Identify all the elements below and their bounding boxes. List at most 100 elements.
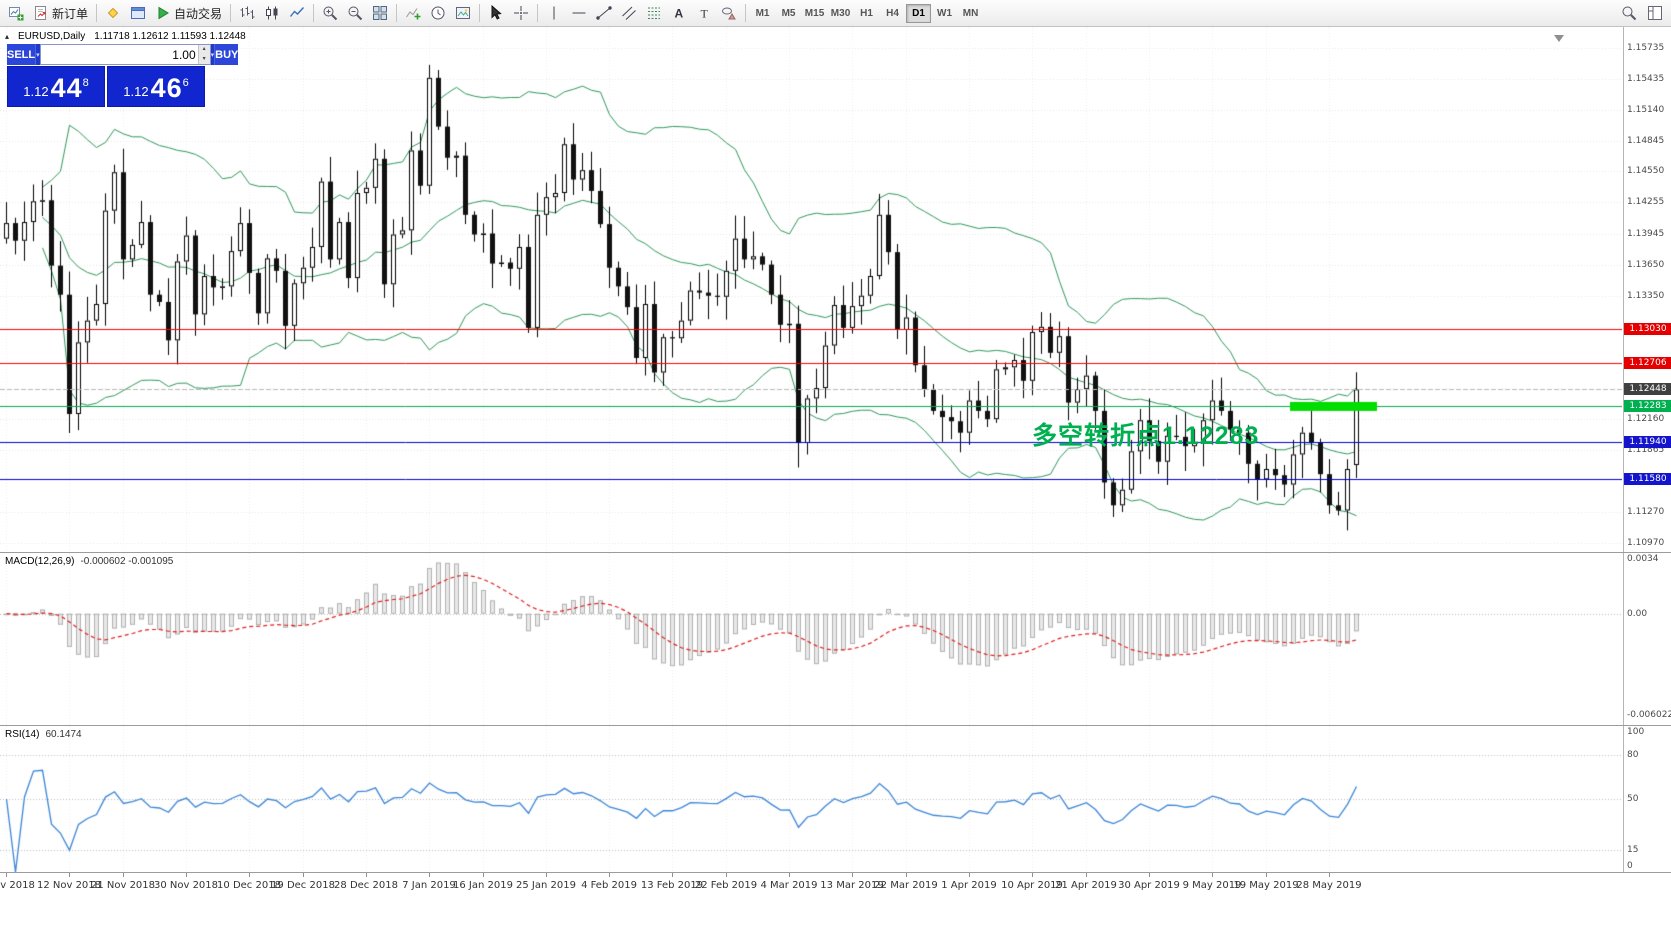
toolbar-new-chart-button[interactable] [4, 2, 28, 24]
time-tick [1266, 873, 1267, 877]
bottom-filler [0, 896, 1671, 952]
volume-input[interactable] [40, 45, 198, 64]
macd-canvas[interactable] [0, 553, 1622, 725]
chart-ohlc-values: 1.11718 1.12612 1.11593 1.12448 [94, 31, 246, 42]
buy-price-button[interactable]: 1.12 46 6 [107, 66, 205, 107]
scale-tick: 1.11865 [1627, 444, 1665, 455]
toolbar-text-button[interactable]: A [667, 2, 691, 24]
scale-tick: 1.15435 [1627, 74, 1665, 85]
time-tick [249, 873, 250, 877]
time-tick [366, 873, 367, 877]
toolbar-separator [96, 4, 98, 22]
timeframe-m15-button[interactable]: M15 [804, 7, 825, 19]
time-label: 7 Jan 2019 [402, 880, 456, 891]
scale-tick: 1.14550 [1627, 166, 1665, 177]
toolbar-hline-button[interactable] [567, 2, 591, 24]
toolbar-templates-button[interactable] [451, 2, 475, 24]
volume-up-icon[interactable]: ▴ [202, 46, 206, 52]
buy-dropdown-icon[interactable]: ▾ [210, 44, 216, 65]
time-tick [672, 873, 673, 877]
time-label: 9 May 2019 [1182, 880, 1242, 891]
main-chart-canvas[interactable] [0, 27, 1622, 552]
toolbar-candles-button[interactable] [260, 2, 284, 24]
toolbar-autotrade-button[interactable]: 自动交易 [151, 2, 226, 24]
time-tick [1212, 873, 1213, 877]
time-label: 16 Jan 2019 [453, 880, 513, 891]
toolbar-crosshair-button[interactable] [509, 2, 533, 24]
time-tick [6, 873, 7, 877]
time-tick [726, 873, 727, 877]
time-tick [429, 873, 430, 877]
scale-tick: 15 [1627, 845, 1639, 856]
scale-tick: -0.006022 [1627, 710, 1671, 721]
toolbar-zoom-out-button[interactable] [343, 2, 367, 24]
toolbar-periods-button[interactable] [426, 2, 450, 24]
time-tick [186, 873, 187, 877]
macd-values: -0.000602 -0.001095 [80, 556, 174, 567]
timeframe-w1-button[interactable]: W1 [937, 7, 953, 19]
toolbar-zoom-in-button[interactable] [318, 2, 342, 24]
toolbar-bars-button[interactable] [235, 2, 259, 24]
toolbar-right-group [1617, 2, 1667, 24]
toolbar-metaquotes-button[interactable] [101, 2, 125, 24]
toolbar-tile-button[interactable] [368, 2, 392, 24]
timeframe-h1-button[interactable]: H1 [860, 7, 873, 19]
chart-annotation-text: 多空转折点1.12283 [1032, 421, 1260, 450]
toolbar-trendline-button[interactable] [592, 2, 616, 24]
toolbar-label-button[interactable]: T [692, 2, 716, 24]
time-label: 4 Mar 2019 [760, 880, 818, 891]
macd-scale: 0.0034 0.00 -0.006022 [1623, 553, 1671, 725]
timeframe-m30-button[interactable]: M30 [830, 7, 851, 19]
sell-dropdown-icon[interactable]: ▾ [35, 44, 40, 65]
toolbar-separator [745, 4, 747, 22]
chart-symbol-period: EURUSD,Daily [18, 31, 86, 42]
time-label: 21 Nov 2018 [90, 880, 156, 891]
time-label: 1 Apr 2019 [941, 880, 997, 891]
buy-button[interactable]: BUY [215, 44, 239, 65]
toolbar-new-order-button[interactable]: 新订单 [29, 2, 92, 24]
toolbar-search-button[interactable] [1617, 2, 1641, 24]
sell-button[interactable]: SELL [7, 44, 36, 65]
toolbar-indicators-button[interactable] [401, 2, 425, 24]
time-label: 13 Mar 2019 [820, 880, 884, 891]
timeframe-m1-button[interactable]: M1 [755, 7, 770, 19]
toolbar-fibo-button[interactable] [642, 2, 666, 24]
timeframe-d1-button[interactable]: D1 [906, 3, 932, 23]
time-label: 1 Nov 2018 [0, 880, 35, 891]
toolbar-cursor-button[interactable] [484, 2, 508, 24]
svg-text:T: T [701, 7, 709, 21]
toolbar-layout-button[interactable] [1643, 2, 1667, 24]
svg-text:A: A [675, 7, 684, 21]
toolbar-separator [313, 4, 315, 22]
time-label: 28 May 2019 [1296, 880, 1362, 891]
toolbar-vline-button[interactable] [542, 2, 566, 24]
time-label: 4 Feb 2019 [581, 880, 637, 891]
timeframe-h4-button[interactable]: H4 [886, 7, 899, 19]
scale-tick: 0 [1627, 861, 1633, 871]
time-tick [789, 873, 790, 877]
scale-tick: 1.13650 [1627, 259, 1665, 270]
timeframe-m5-button[interactable]: M5 [781, 7, 796, 19]
volume-spinner: ▴ ▾ [197, 45, 210, 64]
scale-tick: 80 [1627, 750, 1639, 761]
chart-shift-marker-icon[interactable] [1554, 35, 1564, 42]
time-label: 21 Apr 2019 [1055, 880, 1117, 891]
sell-price-button[interactable]: 1.12 44 8 [7, 66, 105, 107]
toolbar-separator [230, 4, 232, 22]
rsi-canvas[interactable] [0, 726, 1622, 872]
time-tick [906, 873, 907, 877]
toolbar-lines-button[interactable] [285, 2, 309, 24]
toolbar-shapes-button[interactable] [717, 2, 741, 24]
timeframe-mn-button[interactable]: MN [962, 7, 979, 19]
toolbar-terminal-button[interactable] [126, 2, 150, 24]
toolbar-channel-button[interactable] [617, 2, 641, 24]
time-label: 10 Apr 2019 [1001, 880, 1063, 891]
time-label: 28 Dec 2018 [334, 880, 398, 891]
scale-tick: 1.10970 [1627, 537, 1665, 548]
toolbar: 新订单 自动交易 A T M1 M5 M15 M30 H1 H4 D1 W1 MN [0, 0, 1671, 27]
one-click-collapse-icon[interactable]: ▴ [5, 32, 10, 41]
volume-down-icon[interactable]: ▾ [202, 55, 206, 62]
price-badge: 1.12448 [1624, 383, 1671, 396]
